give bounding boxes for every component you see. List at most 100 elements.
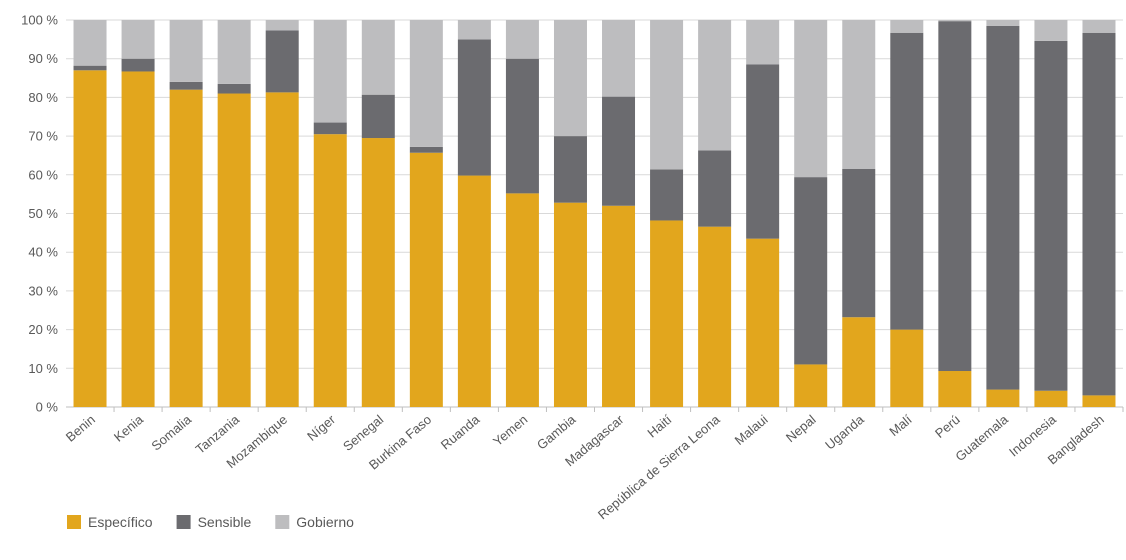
y-tick-label: 100 % [21,13,58,28]
bar-segment-0 [1082,395,1116,407]
bar-segment-1 [169,81,203,90]
y-tick-label: 40 % [28,245,58,260]
x-tick-label: Kenia [111,411,147,444]
x-tick-label: Senegal [340,412,386,454]
bar-segment-1 [553,136,587,203]
legend-label: Gobierno [296,514,354,530]
legend-label: Específico [88,514,153,530]
bar-segment-0 [313,134,347,408]
bar-segment-2 [313,20,347,123]
bar-segment-2 [1034,20,1068,41]
bar-segment-0 [553,202,587,407]
x-tick-label: Somalia [148,411,194,453]
bar-segment-0 [361,138,395,407]
bar-segment-0 [457,175,491,407]
bar-segment-0 [217,93,251,407]
y-tick-label: 50 % [28,206,58,221]
legend-label: Sensible [198,514,252,530]
bar-segment-0 [505,193,539,407]
bar-segment-2 [938,20,972,22]
y-tick-label: 60 % [28,167,58,182]
bar-segment-2 [890,20,924,33]
bar-segment-2 [746,20,780,65]
bars [73,20,1116,408]
x-tick-label: Guatemala [952,411,1011,464]
bar-segment-1 [842,168,876,318]
bar-segment-0 [1034,390,1068,407]
x-tick-label: Benin [63,412,98,445]
y-tick-label: 10 % [28,361,58,376]
bar-segment-1 [1034,40,1068,391]
x-tick-label: Uganda [822,411,867,452]
y-axis: 0 % 10 % 20 % 30 % 40 % 50 % 60 % 70 % 80 % 90 % 1… [21,13,58,415]
x-tick-label: Malí [886,412,915,440]
bar-segment-2 [1082,20,1116,33]
y-tick-label: 80 % [28,90,58,105]
bar-segment-1 [986,25,1020,390]
bar-segment-1 [505,58,539,194]
x-tick-label: Haití [644,412,674,441]
bar-segment-1 [890,32,924,330]
bar-segment-2 [73,20,107,66]
bar-segment-1 [409,146,443,153]
y-tick-label: 0 % [36,400,59,415]
bar-segment-0 [938,371,972,407]
bar-segment-1 [313,122,347,135]
bar-segment-0 [890,329,924,407]
bar-segment-2 [698,20,732,151]
x-tick-label: Ruanda [438,411,483,452]
x-tick-label: Gambia [534,411,579,452]
bar-segment-0 [409,152,443,407]
bar-segment-2 [986,20,1020,26]
bar-segment-0 [169,89,203,407]
bar-segment-1 [121,58,155,72]
bar-segment-1 [794,177,828,365]
bar-segment-2 [842,20,876,169]
bar-segment-0 [986,389,1020,407]
bar-segment-2 [121,20,155,59]
legend-swatch [67,515,81,529]
bar-segment-1 [650,169,684,221]
y-tick-label: 90 % [28,51,58,66]
bar-segment-1 [457,39,491,176]
bar-segment-0 [650,220,684,407]
x-tick-label: Malaui [732,412,771,448]
bar-segment-1 [698,150,732,227]
bar-segment-1 [73,65,107,71]
bar-segment-2 [361,20,395,95]
bar-segment-2 [650,20,684,170]
x-tick-label: Yemen [490,412,530,449]
bar-segment-1 [1082,32,1116,396]
bar-segment-0 [265,92,299,407]
x-tick-label: Níger [304,411,339,443]
bar-segment-1 [602,96,636,206]
bar-segment-2 [217,20,251,84]
y-tick-label: 30 % [28,283,58,298]
bar-segment-2 [553,20,587,137]
bar-segment-1 [265,30,299,93]
bar-segment-0 [602,205,636,407]
y-tick-label: 70 % [28,129,58,144]
bar-segment-1 [361,94,395,139]
bar-segment-0 [73,70,107,407]
bar-segment-2 [505,20,539,59]
bar-segment-1 [217,83,251,94]
legend-swatch [275,515,290,529]
legend-swatch [176,515,191,529]
bar-segment-0 [794,364,828,407]
x-tick-label: Nepal [783,412,819,445]
legend: Específico Sensible Gobierno [67,514,354,530]
bar-segment-2 [169,20,203,82]
bar-segment-2 [794,20,828,178]
x-tick-label: Perú [932,412,963,441]
bar-segment-1 [938,21,972,372]
bar-segment-0 [121,71,155,407]
bar-segment-0 [842,317,876,407]
bar-segment-2 [457,20,491,40]
bar-segment-0 [698,226,732,407]
y-tick-label: 20 % [28,322,58,337]
bar-segment-1 [746,64,780,239]
bar-segment-0 [746,238,780,407]
